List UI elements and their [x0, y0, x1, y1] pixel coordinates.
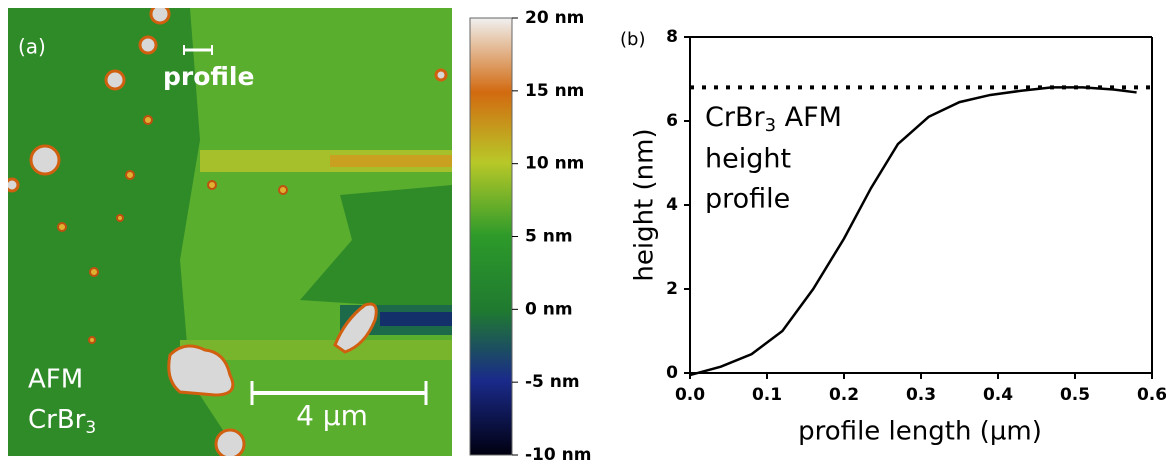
- formula: CrBr: [28, 405, 86, 435]
- subscript: 3: [765, 115, 776, 136]
- colorbar-tick-label: 10 nm: [525, 154, 584, 174]
- line-series: [689, 86, 1137, 377]
- x-tick-label: 0.0: [675, 385, 705, 405]
- x-tick-label: 0.4: [983, 385, 1013, 405]
- annotation: CrBr3 AFM: [705, 102, 842, 137]
- annotation-text: AFM: [776, 102, 842, 133]
- y-tick-label: 6: [666, 111, 678, 131]
- colorbar: [469, 17, 513, 456]
- y-tick-label: 0: [666, 363, 678, 383]
- sample-label: AFM: [28, 365, 83, 395]
- y-tick-label: 8: [666, 27, 678, 47]
- colorbar-tick-label: -10 nm: [525, 445, 591, 465]
- y-tick-label: 4: [666, 195, 678, 215]
- profile-label: profile: [163, 62, 254, 91]
- x-axis-label: profile length (µm): [798, 417, 1042, 447]
- subscript: 3: [85, 418, 96, 438]
- x-tick-label: 0.5: [1060, 385, 1090, 405]
- panel-label: (b): [620, 29, 645, 50]
- sample-formula: CrBr3: [28, 405, 96, 439]
- colorbar-tick-label: 0 nm: [525, 299, 573, 319]
- colorbar-tick-label: -5 nm: [525, 372, 580, 392]
- y-axis-label: height (nm): [630, 128, 660, 281]
- x-tick-label: 0.1: [752, 385, 782, 405]
- colorbar-tick-label: 5 nm: [525, 227, 573, 247]
- x-tick-label: 0.3: [906, 385, 936, 405]
- x-tick-label: 0.2: [829, 385, 859, 405]
- panel-label: (a): [18, 35, 46, 59]
- afm-image: [8, 8, 452, 456]
- colorbar-tick-label: 15 nm: [525, 81, 584, 101]
- formula: CrBr: [705, 102, 765, 133]
- annotation: height: [705, 144, 791, 175]
- annotation: profile: [705, 184, 790, 215]
- scale-bar-label: 4 µm: [296, 399, 368, 432]
- y-tick-label: 2: [666, 279, 678, 299]
- x-tick-label: 0.6: [1137, 385, 1166, 405]
- colorbar-tick-label: 20 nm: [525, 8, 584, 28]
